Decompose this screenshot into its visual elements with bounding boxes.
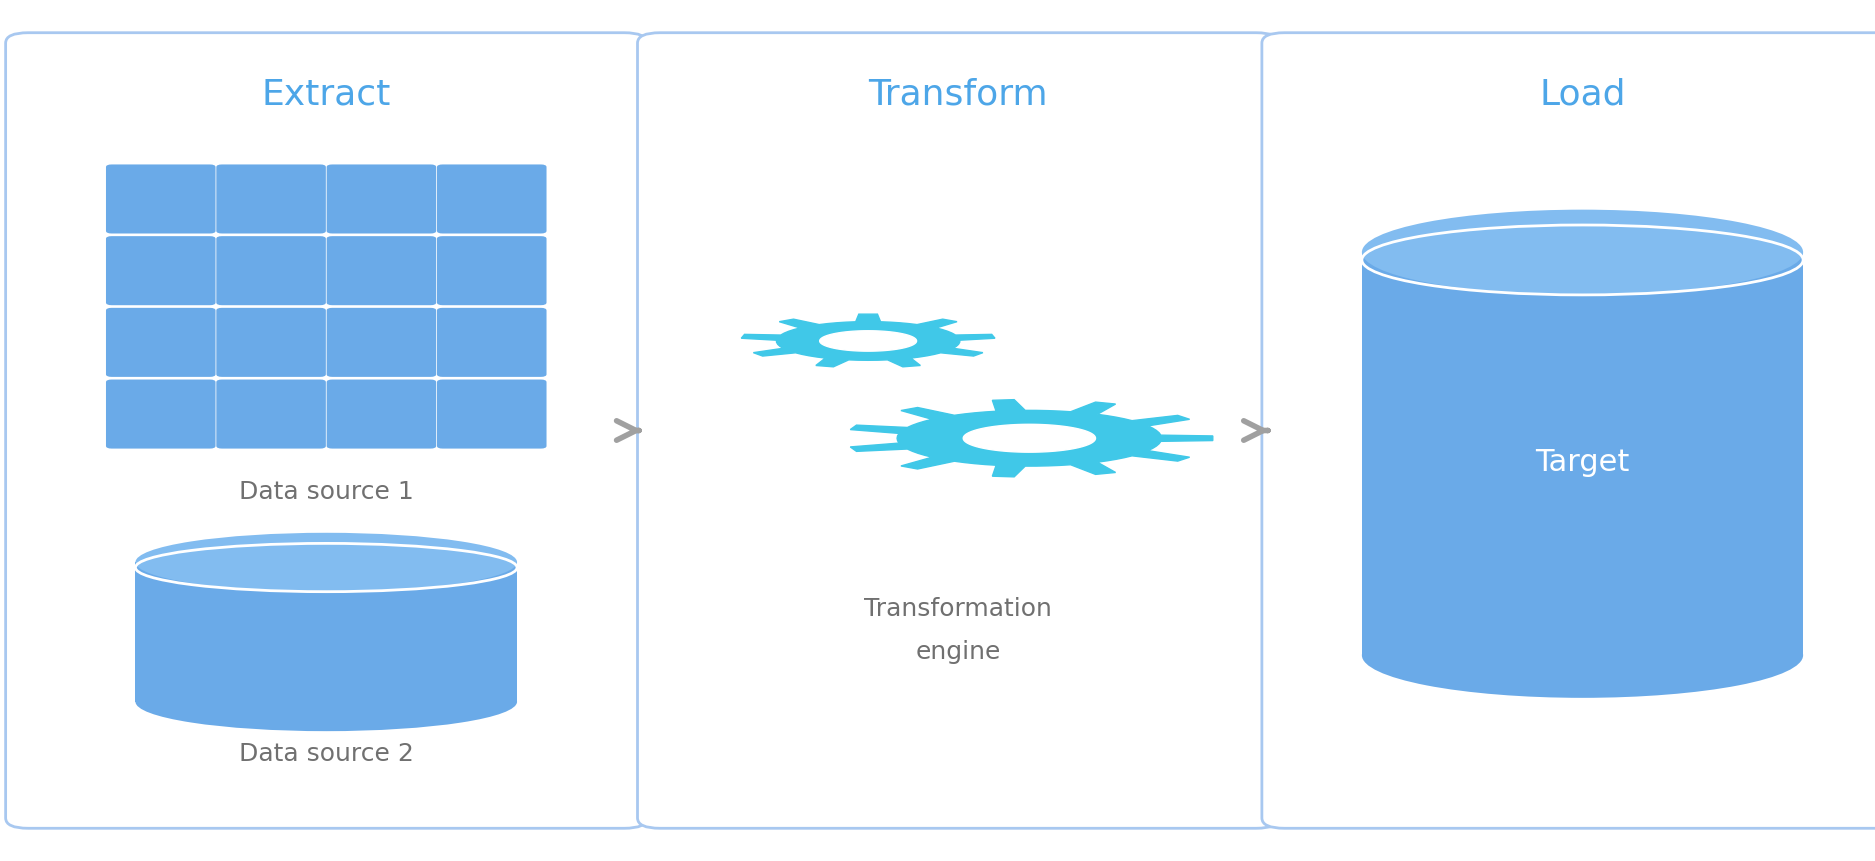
- Text: Load: Load: [1539, 77, 1626, 112]
- Ellipse shape: [1361, 613, 1804, 697]
- FancyBboxPatch shape: [1262, 33, 1875, 828]
- Text: Data source 1: Data source 1: [238, 480, 414, 505]
- FancyBboxPatch shape: [107, 236, 216, 305]
- FancyBboxPatch shape: [638, 33, 1279, 828]
- Polygon shape: [135, 562, 518, 702]
- Ellipse shape: [135, 672, 518, 731]
- FancyBboxPatch shape: [326, 164, 437, 233]
- Polygon shape: [964, 424, 1095, 452]
- Text: Target: Target: [1536, 448, 1629, 477]
- Ellipse shape: [1361, 210, 1804, 294]
- FancyBboxPatch shape: [107, 308, 216, 377]
- Polygon shape: [849, 400, 1213, 477]
- Text: engine: engine: [915, 640, 1001, 664]
- FancyBboxPatch shape: [437, 380, 546, 449]
- FancyBboxPatch shape: [326, 236, 437, 305]
- FancyBboxPatch shape: [437, 236, 546, 305]
- FancyBboxPatch shape: [107, 380, 216, 449]
- FancyBboxPatch shape: [107, 164, 216, 233]
- FancyBboxPatch shape: [216, 308, 326, 377]
- Text: Extract: Extract: [262, 77, 392, 112]
- Text: Data source 2: Data source 2: [238, 742, 414, 766]
- Ellipse shape: [135, 533, 518, 592]
- Polygon shape: [741, 314, 996, 367]
- Text: Transformation: Transformation: [864, 597, 1052, 621]
- FancyBboxPatch shape: [437, 164, 546, 233]
- Polygon shape: [819, 331, 917, 351]
- FancyBboxPatch shape: [6, 33, 647, 828]
- FancyBboxPatch shape: [437, 308, 546, 377]
- FancyBboxPatch shape: [216, 236, 326, 305]
- FancyBboxPatch shape: [326, 308, 437, 377]
- FancyBboxPatch shape: [326, 380, 437, 449]
- FancyBboxPatch shape: [216, 380, 326, 449]
- Polygon shape: [1361, 252, 1804, 655]
- FancyBboxPatch shape: [216, 164, 326, 233]
- Text: Transform: Transform: [868, 77, 1048, 112]
